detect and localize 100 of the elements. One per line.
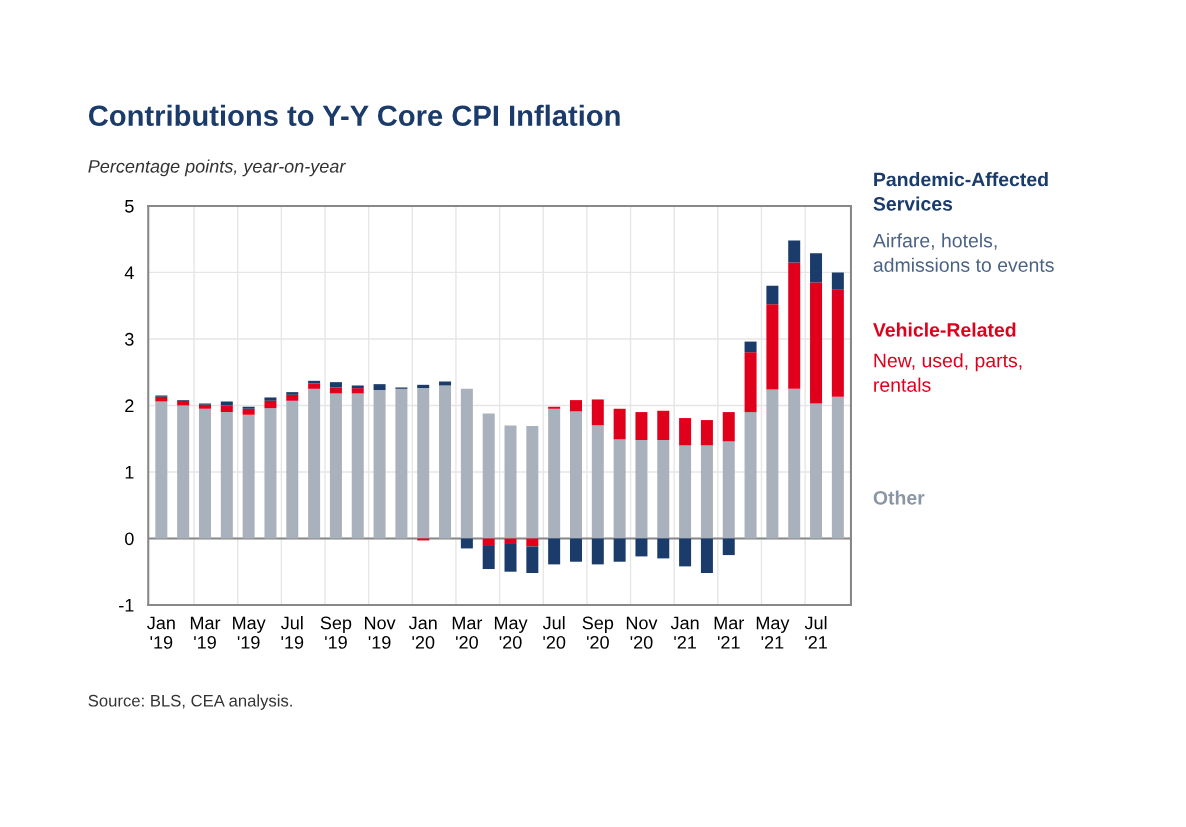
bar <box>722 538 735 556</box>
bar <box>569 400 582 412</box>
y-tick-label: 4 <box>124 266 134 279</box>
bar <box>569 411 582 539</box>
bar <box>329 382 342 388</box>
bar <box>700 420 713 446</box>
text: Pandemic-Affected Services <box>873 172 1048 211</box>
bar <box>700 538 713 574</box>
bar <box>831 396 844 539</box>
x-tick-label: Mar '19 <box>190 616 221 649</box>
bar <box>591 538 604 565</box>
x-tick-label: Jul '21 <box>804 616 827 649</box>
x-tick-label: Jan '21 <box>670 616 699 649</box>
bar <box>526 426 539 539</box>
bar <box>548 538 561 565</box>
x-tick-label: Jan '20 <box>408 616 437 649</box>
bar <box>657 410 670 441</box>
bar <box>679 445 692 539</box>
bar <box>810 282 823 404</box>
bar <box>395 388 408 539</box>
bar <box>657 538 670 559</box>
bar <box>744 352 757 413</box>
bar <box>635 412 648 441</box>
bar <box>198 408 211 539</box>
x-tick-label: May '21 <box>756 616 790 649</box>
y-tick-label: 3 <box>125 332 134 346</box>
bar <box>766 285 779 305</box>
x-tick-label: Mar '20 <box>452 616 483 649</box>
text: Airfare, hotels, admissions to events <box>872 233 1054 272</box>
bar <box>810 253 823 283</box>
y-tick-label: 1 <box>125 466 134 479</box>
bar <box>788 240 801 263</box>
bar <box>177 400 190 406</box>
text: New, used, parts, rentals <box>874 353 1022 392</box>
bar <box>526 538 539 547</box>
x-tick-label: Jan '19 <box>147 616 175 649</box>
bar <box>373 384 386 391</box>
series-label: Other <box>873 490 925 505</box>
bar <box>329 387 342 394</box>
bar <box>264 400 277 409</box>
y-tick-label: 2 <box>125 399 134 412</box>
bar <box>744 341 757 353</box>
x-tick-label: Nov '19 <box>365 616 396 649</box>
bar <box>722 441 735 539</box>
y-tick-label: 0 <box>125 532 134 546</box>
bar <box>329 393 342 539</box>
x-tick-label: Nov '20 <box>626 616 658 649</box>
bar <box>700 445 713 539</box>
bar <box>373 390 386 539</box>
y-tick-label: 5 <box>125 200 134 213</box>
bar <box>417 384 430 389</box>
bar <box>286 400 299 539</box>
bar <box>679 418 692 446</box>
bar <box>351 385 364 389</box>
bar <box>439 381 452 386</box>
bar <box>286 392 299 395</box>
bar <box>198 404 211 409</box>
bar <box>220 401 233 406</box>
bar <box>657 440 670 539</box>
x-tick-label: Sep '19 <box>320 616 352 649</box>
x-tick-label: Jul '19 <box>281 616 304 649</box>
bar <box>155 401 168 539</box>
bar <box>744 412 757 539</box>
bar <box>460 388 473 539</box>
bar <box>482 413 495 539</box>
chart-title: Contributions to Y-Y Core CPI Inflation <box>88 104 620 127</box>
bar <box>439 385 452 539</box>
bar <box>635 440 648 539</box>
bar <box>831 289 844 397</box>
bar <box>417 388 430 539</box>
series-label: Vehicle-Related <box>873 322 1016 337</box>
source-note: Source: BLS, CEA analysis. <box>88 694 292 710</box>
bar <box>220 412 233 539</box>
bar <box>504 425 517 539</box>
bar <box>264 408 277 539</box>
bar <box>482 538 495 546</box>
bar <box>242 414 255 539</box>
bar <box>613 408 626 440</box>
bar <box>177 405 190 539</box>
bar <box>351 393 364 539</box>
bar <box>722 412 735 442</box>
bar <box>504 538 517 544</box>
bar <box>286 394 299 401</box>
bar <box>679 538 692 567</box>
bar <box>810 403 823 539</box>
bar <box>308 388 321 539</box>
bar <box>526 546 539 574</box>
bar <box>831 272 844 290</box>
bar <box>766 304 779 390</box>
bar <box>242 408 255 415</box>
bar <box>591 425 604 539</box>
x-tick-label: May '20 <box>494 616 528 649</box>
chart-subtitle: Percentage points, year-on-year <box>88 159 346 177</box>
bar <box>569 538 582 562</box>
bar <box>482 545 495 570</box>
x-tick-label: Mar '21 <box>714 616 744 649</box>
bar <box>635 538 648 557</box>
bar <box>504 543 517 572</box>
bar <box>613 538 626 562</box>
bar <box>264 397 277 401</box>
